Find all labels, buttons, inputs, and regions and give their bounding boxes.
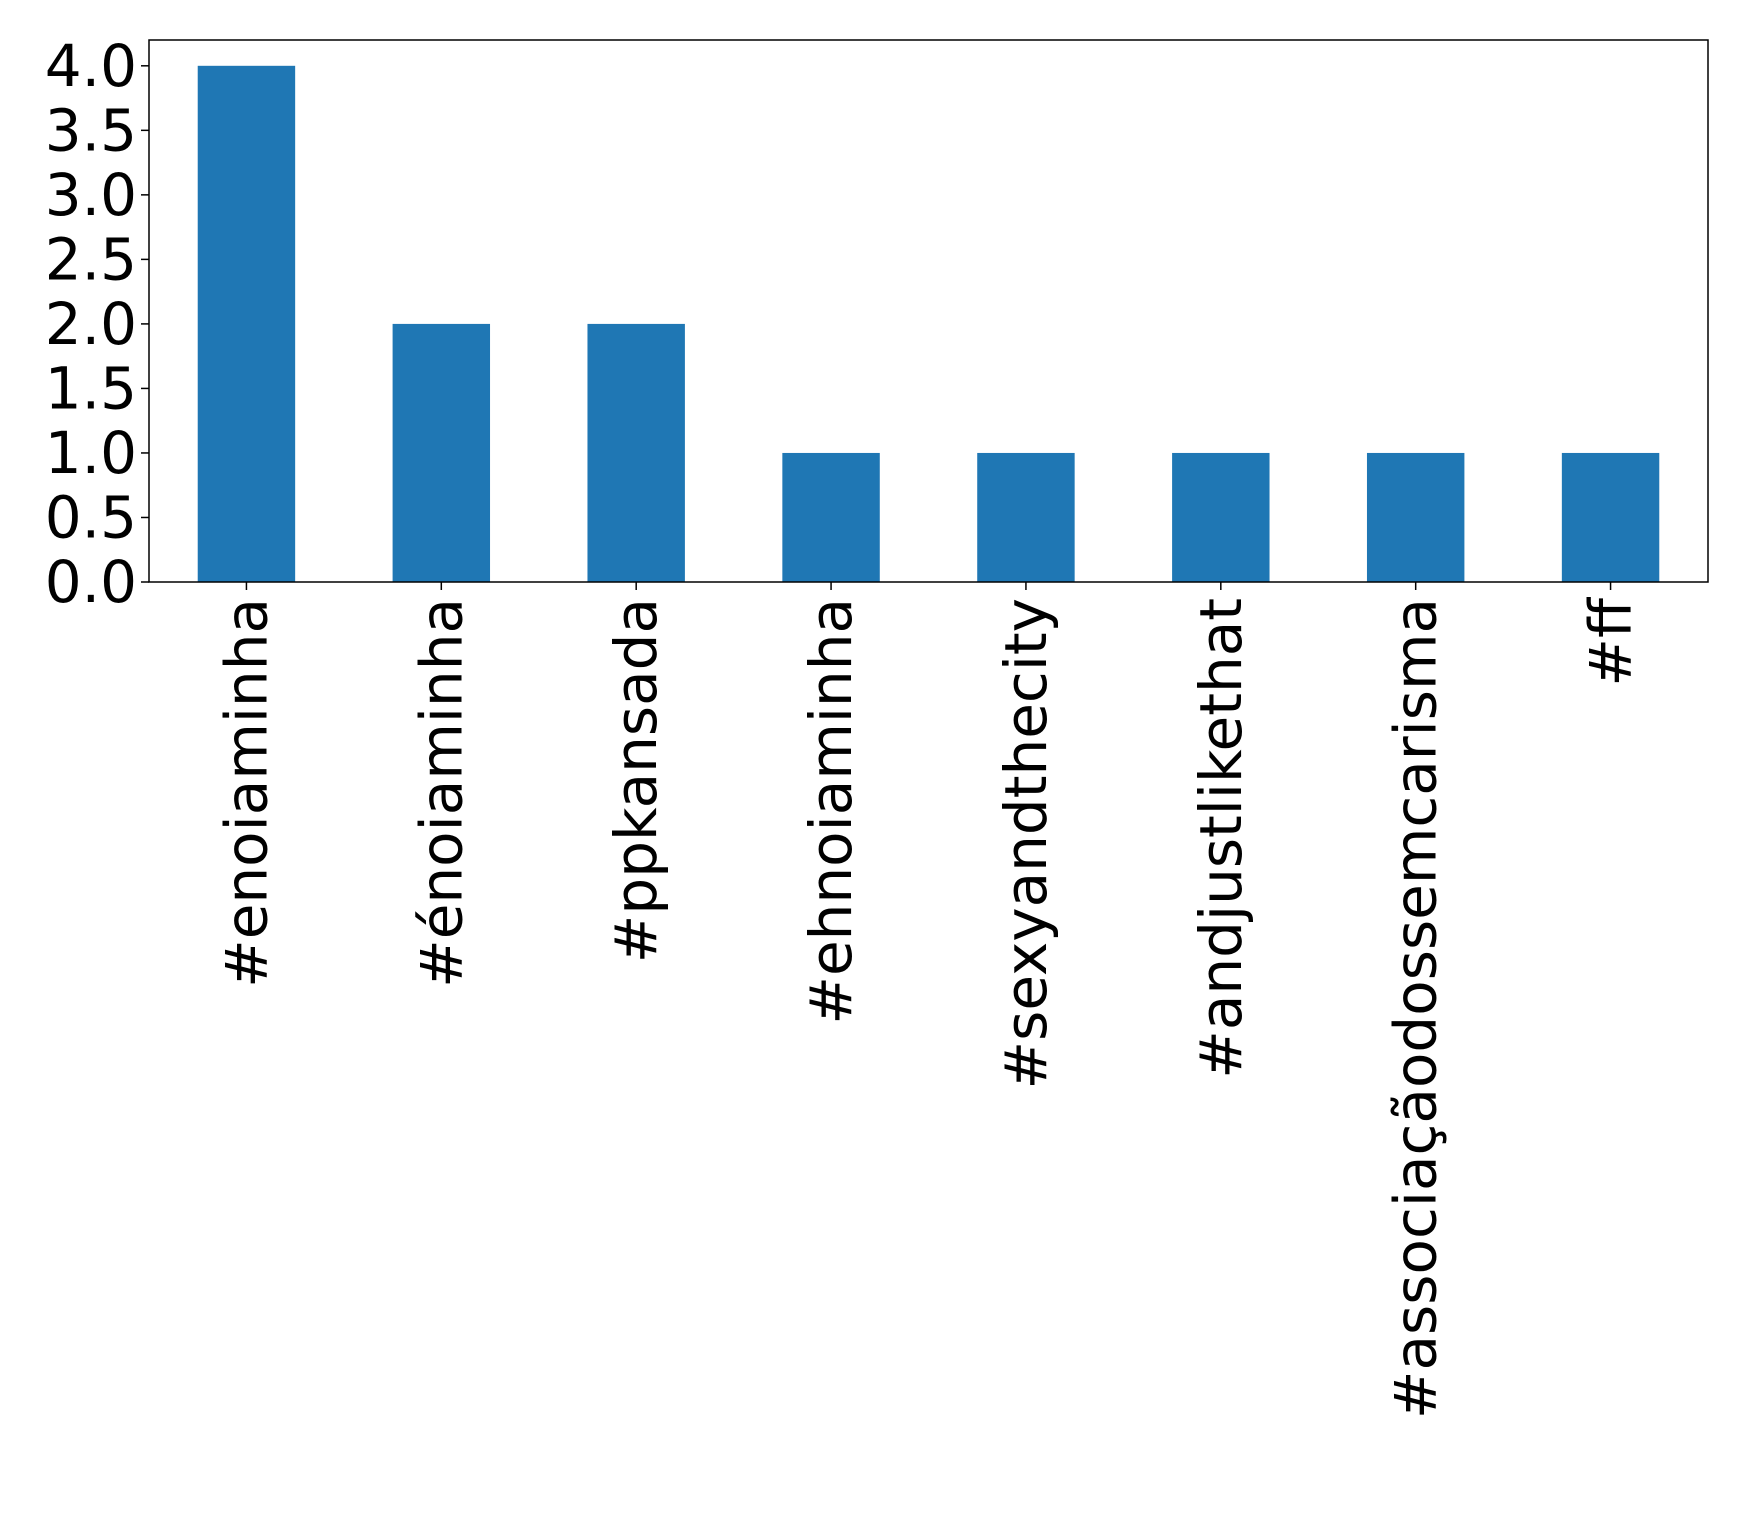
y-tick-label: 1.5 (45, 354, 137, 422)
bar (1561, 452, 1660, 582)
x-tick-label: #ppkansada (602, 598, 670, 963)
y-tick-label: 2.0 (45, 290, 137, 358)
x-tick-label: #sexyandthecity (992, 598, 1060, 1090)
bar (392, 323, 491, 582)
x-tick-label: #andjustlikethat (1187, 598, 1255, 1079)
y-tick-label: 3.5 (45, 96, 137, 164)
x-tick-label: #ehnoiaminha (797, 598, 865, 1025)
x-tick-label: #énoiaminha (407, 598, 475, 988)
bar (782, 452, 880, 582)
y-tick-label: 2.5 (45, 225, 137, 293)
plot-frame (148, 39, 1709, 583)
bar (1172, 452, 1270, 582)
x-tick-label: #associaçãodossemcarisma (1382, 598, 1450, 1419)
x-tick-label: #enoiaminha (212, 598, 280, 988)
x-tick-label: #ff (1577, 596, 1645, 687)
bar (1366, 452, 1465, 582)
bar (587, 323, 685, 582)
bar (197, 65, 296, 583)
y-tick-label: 4.0 (45, 32, 137, 100)
bar (977, 452, 1075, 582)
y-tick-label: 0.5 (45, 483, 137, 551)
y-tick-label: 0.0 (45, 548, 137, 616)
y-tick-label: 1.0 (45, 419, 137, 487)
y-tick-label: 3.0 (45, 161, 137, 229)
